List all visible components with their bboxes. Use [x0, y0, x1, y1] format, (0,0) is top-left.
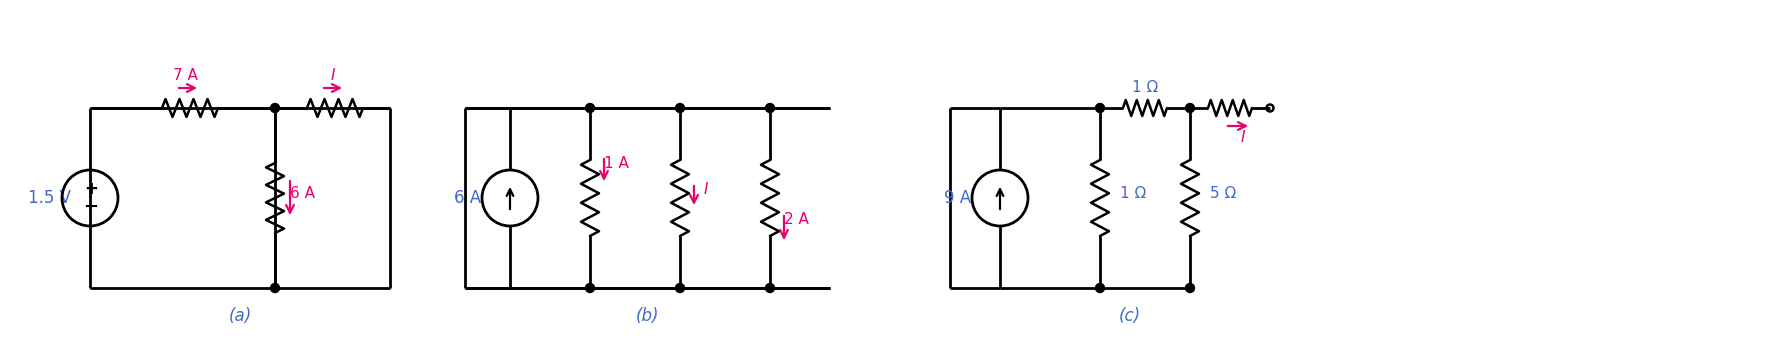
Text: 6 A: 6 A [290, 185, 315, 200]
Text: I: I [332, 69, 335, 83]
Text: 1 A: 1 A [604, 155, 629, 171]
Text: 1 Ω: 1 Ω [1133, 81, 1158, 95]
Circle shape [1186, 284, 1195, 293]
Circle shape [676, 284, 685, 293]
Circle shape [1095, 284, 1104, 293]
Text: 7 A: 7 A [172, 69, 197, 83]
Circle shape [586, 284, 595, 293]
Circle shape [676, 103, 685, 113]
Circle shape [586, 103, 595, 113]
Text: I: I [704, 183, 708, 197]
Circle shape [765, 103, 774, 113]
Text: (c): (c) [1118, 307, 1142, 325]
Text: 5 Ω: 5 Ω [1210, 185, 1236, 200]
Text: −: − [84, 198, 99, 216]
Circle shape [271, 103, 280, 113]
Text: (b): (b) [636, 307, 659, 325]
Circle shape [1186, 103, 1195, 113]
Text: I: I [1240, 131, 1245, 146]
Circle shape [765, 284, 774, 293]
Text: 1 Ω: 1 Ω [1120, 185, 1147, 200]
Text: 1.5 V: 1.5 V [29, 189, 72, 207]
Text: (a): (a) [228, 307, 251, 325]
Circle shape [271, 284, 280, 293]
Text: 2 A: 2 A [783, 212, 808, 228]
Circle shape [1095, 103, 1104, 113]
Text: 9 A: 9 A [944, 189, 971, 207]
Text: 6 A: 6 A [455, 189, 482, 207]
Text: +: + [84, 180, 99, 198]
